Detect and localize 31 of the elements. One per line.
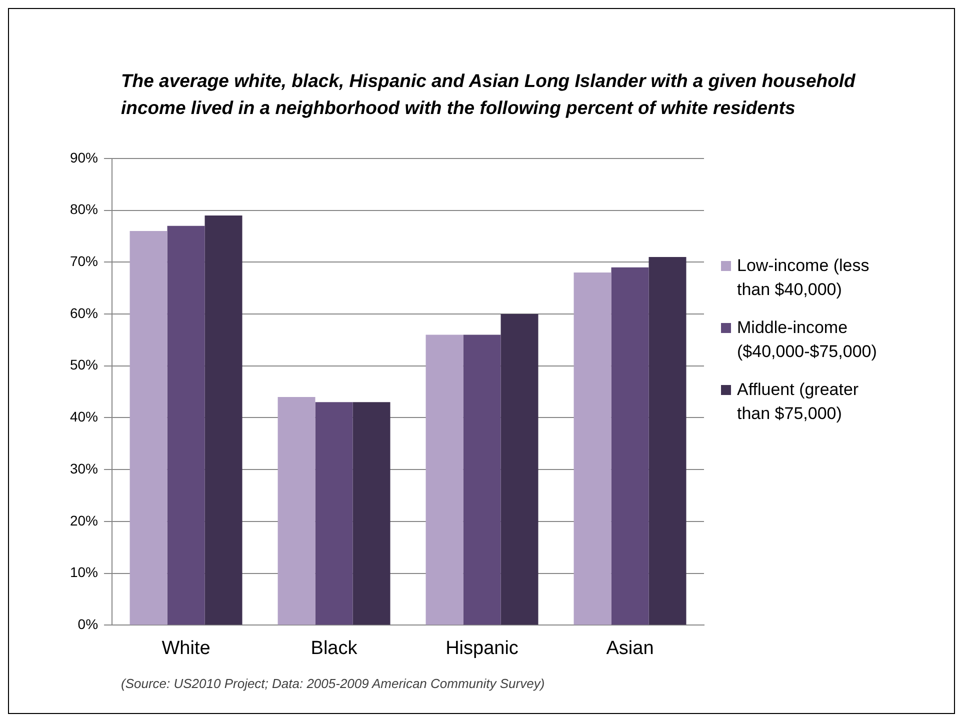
x-tick-label: Black (310, 638, 358, 659)
bar (167, 226, 205, 625)
text: (Source: US2010 Project; Data: 2005-2009 American Community Survey) (121, 676, 545, 691)
x-tick-label: Asian (606, 638, 654, 659)
bar (500, 314, 538, 625)
bar (574, 272, 612, 625)
y-tick-label: 50% (70, 356, 98, 373)
y-tick-label: 20% (70, 512, 98, 528)
legend-label: Low-income (less than $40,000) (737, 255, 870, 301)
y-tick-label: 0% (78, 616, 98, 632)
y-tick-label: 70% (70, 252, 98, 269)
y-tick-label: 10% (70, 564, 98, 580)
bar (463, 334, 501, 625)
legend-label: Affluent (greater than $75,000) (737, 379, 860, 425)
y-tick-label: 30% (70, 460, 98, 476)
bar (611, 267, 649, 625)
y-tick-label: 60% (70, 304, 98, 321)
bar (204, 215, 242, 625)
bar (426, 334, 464, 625)
y-tick-label: 40% (70, 408, 98, 425)
bar (278, 396, 316, 625)
x-tick-label: White (162, 638, 210, 659)
y-tick-label: 80% (70, 201, 98, 218)
x-tick-label: Hispanic (446, 638, 518, 659)
chart-title: The average white, black, Hispanic and Asian Long Islander with a given household income lived in a neighborhood with the following percent of white residents (121, 69, 856, 120)
legend-label: Middle-income ($40,000-$75,000) (737, 317, 878, 363)
y-tick-label: 90% (70, 149, 98, 166)
bar (648, 256, 686, 625)
bar (130, 231, 168, 625)
bar (352, 402, 390, 625)
bar (315, 402, 353, 625)
